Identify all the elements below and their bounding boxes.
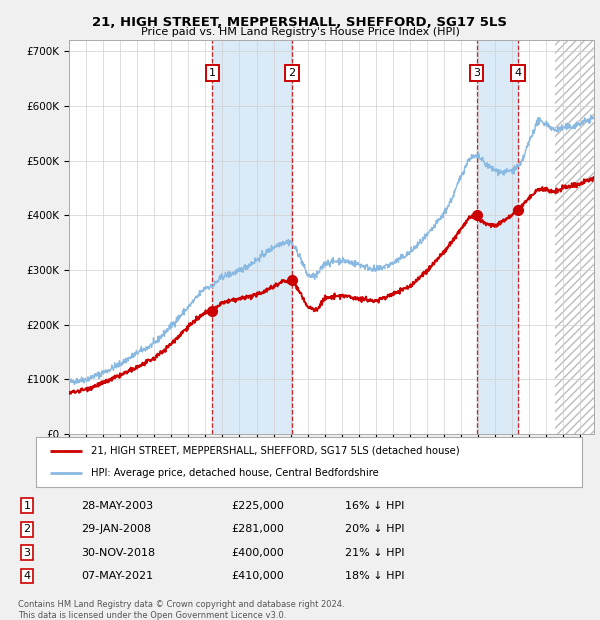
Text: 20% ↓ HPI: 20% ↓ HPI	[345, 524, 404, 534]
Text: 21, HIGH STREET, MEPPERSHALL, SHEFFORD, SG17 5LS: 21, HIGH STREET, MEPPERSHALL, SHEFFORD, …	[92, 16, 508, 29]
Text: Price paid vs. HM Land Registry's House Price Index (HPI): Price paid vs. HM Land Registry's House …	[140, 27, 460, 37]
Text: 29-JAN-2008: 29-JAN-2008	[81, 524, 151, 534]
Text: 30-NOV-2018: 30-NOV-2018	[81, 547, 155, 557]
Text: 18% ↓ HPI: 18% ↓ HPI	[345, 571, 404, 581]
Text: £400,000: £400,000	[231, 547, 284, 557]
Text: 07-MAY-2021: 07-MAY-2021	[81, 571, 153, 581]
Text: 28-MAY-2003: 28-MAY-2003	[81, 500, 153, 511]
Text: 1: 1	[209, 68, 215, 78]
Text: £410,000: £410,000	[231, 571, 284, 581]
Text: 21, HIGH STREET, MEPPERSHALL, SHEFFORD, SG17 5LS (detached house): 21, HIGH STREET, MEPPERSHALL, SHEFFORD, …	[91, 446, 459, 456]
Text: £225,000: £225,000	[231, 500, 284, 511]
Text: 4: 4	[515, 68, 522, 78]
Text: 1: 1	[23, 500, 31, 511]
Text: Contains HM Land Registry data © Crown copyright and database right 2024.
This d: Contains HM Land Registry data © Crown c…	[18, 600, 344, 619]
Text: 3: 3	[473, 68, 480, 78]
Text: 2: 2	[23, 524, 31, 534]
Text: 3: 3	[23, 547, 31, 557]
Text: 16% ↓ HPI: 16% ↓ HPI	[345, 500, 404, 511]
Text: £281,000: £281,000	[231, 524, 284, 534]
Text: 4: 4	[23, 571, 31, 581]
Bar	[212, 40, 292, 434]
Bar	[477, 40, 518, 434]
Text: 21% ↓ HPI: 21% ↓ HPI	[345, 547, 404, 557]
Text: 2: 2	[289, 68, 296, 78]
Text: HPI: Average price, detached house, Central Bedfordshire: HPI: Average price, detached house, Cent…	[91, 468, 379, 478]
